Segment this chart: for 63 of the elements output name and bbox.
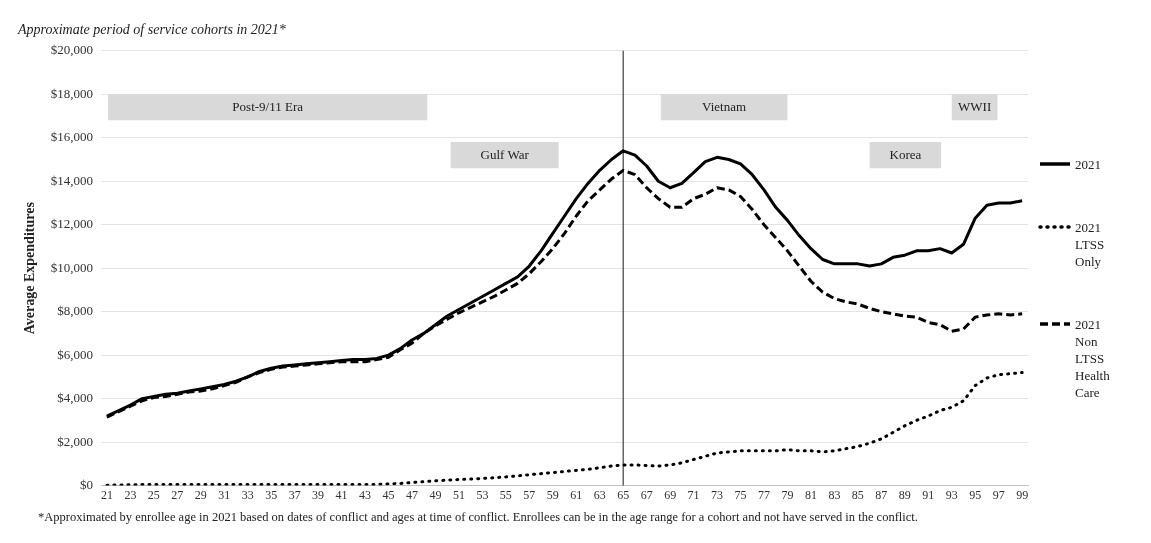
x-tick-label: 21 [100,487,113,502]
y-tick-label: $12,000 [50,216,94,232]
y-tick-label: $4,000 [57,390,94,406]
band-label: Gulf War [480,146,530,162]
x-tick-label: 73 [711,487,724,502]
legend-label: 2021 [1075,156,1102,173]
band-label: WWII [958,98,992,114]
x-tick-label: 27 [171,487,184,502]
x-tick-label: 39 [312,487,325,502]
line-series [105,371,1024,486]
x-tick-label: 25 [147,487,160,502]
x-tick-label: 97 [992,487,1005,502]
band-label: Korea [889,146,922,162]
x-tick-label: 95 [969,487,982,502]
x-tick-label: 41 [335,487,348,502]
x-tick-label: 47 [405,487,418,502]
chart-title: Approximate period of service cohorts in 2021* [17,22,286,38]
x-tick-label: 79 [781,487,794,502]
x-tick-label: 87 [875,487,888,502]
x-tick-label: 61 [570,487,583,502]
legend-label: 2021 LTSS Only [1075,219,1106,270]
x-tick-label: 53 [476,487,489,502]
x-tick-label: 57 [523,487,536,502]
x-tick-label: 65 [617,487,630,502]
band-label: Vietnam [702,98,747,114]
y-tick-label: $10,000 [50,259,94,275]
x-tick-label: 85 [851,487,864,502]
band-label: Post-9/11 Era [232,98,304,114]
y-tick-label: $20,000 [50,42,94,58]
text: *Approximated by enrollee age in 2021 based on dates of conflict and ages at time of conflict. Enrollees can be in the age range for a cohort and not have served in the conflict. [37,510,919,525]
x-tick-label: 83 [828,487,841,502]
x-tick-label: 89 [898,487,911,502]
x-tick-label: 55 [499,487,512,502]
x-tick-label: 43 [359,487,372,502]
y-tick-label: $18,000 [50,85,94,101]
x-tick-label: 67 [640,487,653,502]
x-tick-label: 99 [1016,487,1029,502]
y-tick-label: $14,000 [50,172,94,188]
y-tick-label: $2,000 [57,433,94,449]
x-tick-label: 23 [124,487,137,502]
x-tick-label: 75 [734,487,747,502]
x-tick-label: 93 [945,487,958,502]
y-tick-label: $8,000 [57,303,94,319]
x-tick-label: 29 [194,487,207,502]
y-tick-label: $16,000 [50,129,94,145]
x-tick-label: 71 [687,487,700,502]
x-tick-label: 59 [546,487,559,502]
x-tick-label: 35 [265,487,278,502]
x-tick-label: 37 [288,487,301,502]
x-tick-label: 63 [593,487,606,502]
x-tick-label: 91 [922,487,935,502]
x-tick-label: 33 [241,487,254,502]
x-tick-label: 31 [218,487,231,502]
x-tick-label: 45 [382,487,395,502]
x-tick-label: 49 [429,487,442,502]
legend-label: 2021 Non LTSS Health Care [1075,316,1111,401]
x-tick-label: 69 [664,487,677,502]
x-tick-label: 81 [804,487,817,502]
y-axis-title: Average Expenditures [22,201,38,335]
x-tick-label: 77 [758,487,770,502]
y-tick-label: $6,000 [57,346,94,362]
x-tick-label: 51 [452,487,465,502]
y-tick-label: $0 [80,477,94,493]
